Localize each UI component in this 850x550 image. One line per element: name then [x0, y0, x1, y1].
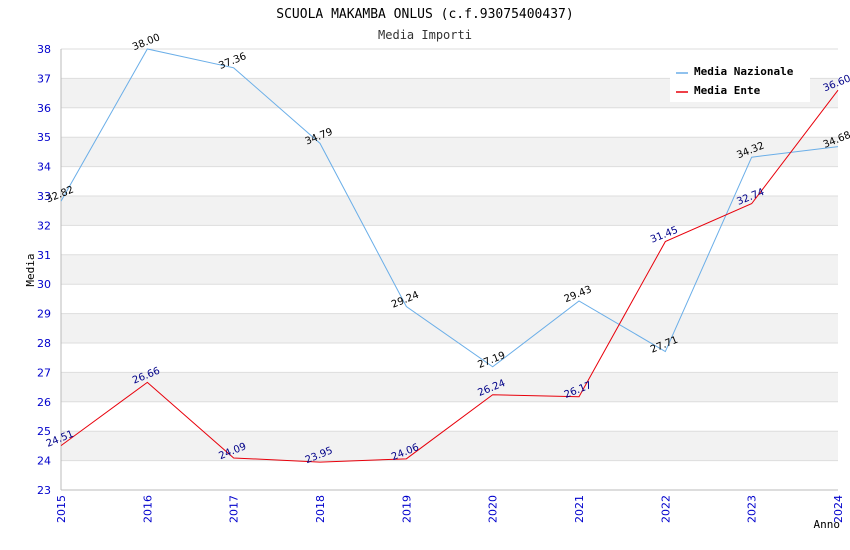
data-label-media-nazionale: 27.19 [476, 350, 507, 371]
y-tick-label: 34 [37, 161, 51, 174]
x-tick-label: 2024 [832, 495, 845, 523]
x-tick-labels: 2015 2016 2017 2018 2019 2020 2021 2022 2023 2024 [55, 495, 845, 523]
legend: Media Nazionale Media Ente [670, 60, 810, 102]
y-tick-label: 38 [37, 43, 51, 56]
grid-band [61, 196, 838, 226]
x-tick-label: 2017 [228, 495, 241, 523]
x-tick-label: 2019 [400, 495, 413, 523]
gridlines [61, 48, 838, 491]
y-tick-label: 23 [37, 484, 51, 497]
y-tick-label: 24 [37, 455, 51, 468]
x-tick-label: 2016 [141, 495, 154, 523]
legend-label-media-ente: Media Ente [694, 84, 761, 97]
grid-bands [61, 78, 838, 461]
x-tick-label: 2015 [55, 495, 68, 523]
y-tick-labels: 23 24 25 26 27 28 29 30 31 32 33 34 35 36 37 38 [37, 43, 51, 497]
series-line-media-ente [60, 89, 839, 463]
y-tick-label: 33 [37, 190, 51, 203]
grid-band [61, 254, 838, 285]
x-axis-title: Anno [814, 518, 841, 531]
y-tick-label: 28 [37, 337, 51, 350]
x-tick-label: 2023 [746, 495, 759, 523]
series-line-media-nazionale [60, 48, 839, 368]
y-tick-label: 26 [37, 396, 51, 409]
y-tick-label: 29 [37, 308, 51, 321]
chart-subtitle: Media Importi [378, 28, 472, 42]
x-tick-label: 2022 [659, 495, 672, 523]
y-tick-label: 27 [37, 366, 51, 379]
y-tick-label: 36 [37, 102, 51, 115]
series-layer [60, 48, 839, 463]
chart-title: SCUOLA MAKAMBA ONLUS (c.f.93075400437) [276, 7, 573, 22]
grid-band [61, 372, 838, 402]
legend-box [670, 60, 810, 102]
data-label-media-nazionale: 37.36 [217, 51, 248, 72]
legend-label-media-nazionale: Media Nazionale [694, 65, 794, 78]
y-tick-label: 30 [37, 278, 51, 291]
y-tick-label: 32 [37, 219, 51, 232]
grid-band [61, 313, 838, 343]
y-tick-label: 25 [37, 425, 51, 438]
y-tick-label: 35 [37, 131, 51, 144]
x-tick-label: 2021 [573, 495, 586, 523]
grid-band [61, 137, 838, 167]
data-label-media-nazionale: 29.24 [390, 290, 421, 311]
y-tick-label: 37 [37, 72, 51, 85]
y-axis-title: Media [24, 253, 37, 286]
grid-band [61, 431, 838, 461]
y-tick-label: 31 [37, 249, 51, 262]
x-tick-label: 2018 [314, 495, 327, 523]
x-tick-label: 2020 [487, 495, 500, 523]
